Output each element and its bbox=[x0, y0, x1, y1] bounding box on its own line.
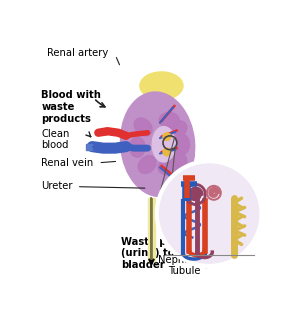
Ellipse shape bbox=[174, 134, 190, 154]
Text: Ureter: Ureter bbox=[41, 181, 73, 191]
Ellipse shape bbox=[140, 72, 183, 100]
Ellipse shape bbox=[158, 160, 178, 175]
Bar bbox=[86, 144, 92, 150]
Text: Blood with
waste
products: Blood with waste products bbox=[41, 90, 101, 124]
Ellipse shape bbox=[138, 156, 156, 173]
Bar bbox=[148, 198, 154, 261]
Text: Nephron: Nephron bbox=[158, 255, 200, 265]
Text: Waste products
(urine) to the
bladder: Waste products (urine) to the bladder bbox=[122, 237, 209, 270]
Text: Tubule: Tubule bbox=[168, 266, 200, 275]
Ellipse shape bbox=[169, 121, 187, 139]
Text: Renal vein: Renal vein bbox=[41, 158, 94, 168]
Ellipse shape bbox=[121, 92, 195, 197]
Ellipse shape bbox=[152, 126, 175, 162]
Circle shape bbox=[163, 148, 171, 156]
Circle shape bbox=[157, 161, 262, 266]
Text: Renal artery: Renal artery bbox=[47, 49, 109, 58]
Ellipse shape bbox=[159, 112, 179, 128]
Text: Clean
blood: Clean blood bbox=[41, 129, 70, 151]
Ellipse shape bbox=[169, 150, 187, 168]
Circle shape bbox=[163, 133, 171, 140]
Ellipse shape bbox=[134, 118, 152, 136]
Ellipse shape bbox=[130, 137, 145, 157]
